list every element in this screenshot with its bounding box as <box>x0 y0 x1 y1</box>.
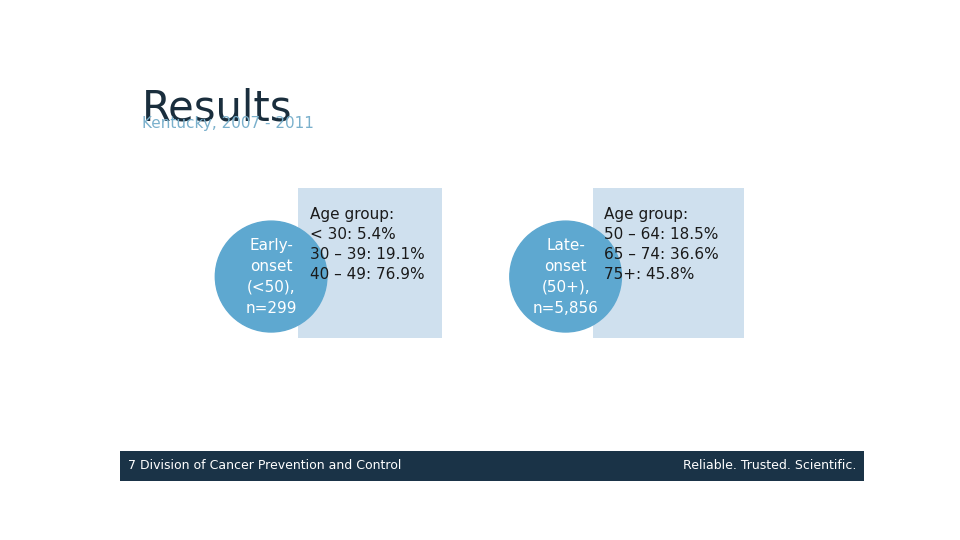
Text: Age group:: Age group: <box>310 207 394 222</box>
Text: 40 – 49: 76.9%: 40 – 49: 76.9% <box>310 267 424 282</box>
Circle shape <box>510 221 621 332</box>
Text: 50 – 64: 18.5%: 50 – 64: 18.5% <box>605 227 719 242</box>
Text: 65 – 74: 36.6%: 65 – 74: 36.6% <box>605 247 719 262</box>
Text: 30 – 39: 19.1%: 30 – 39: 19.1% <box>310 247 424 262</box>
Text: Late-
onset
(50+),
n=5,856: Late- onset (50+), n=5,856 <box>533 238 599 315</box>
Text: Early-
onset
(<50),
n=299: Early- onset (<50), n=299 <box>246 238 297 315</box>
Text: Age group:: Age group: <box>605 207 688 222</box>
Text: 75+: 45.8%: 75+: 45.8% <box>605 267 695 282</box>
Text: < 30: 5.4%: < 30: 5.4% <box>310 227 396 242</box>
FancyBboxPatch shape <box>120 451 864 481</box>
Text: Reliable. Trusted. Scientific.: Reliable. Trusted. Scientific. <box>683 460 856 472</box>
Circle shape <box>215 221 327 332</box>
Text: 7: 7 <box>128 460 135 472</box>
Text: Results: Results <box>142 88 292 130</box>
Text: Division of Cancer Prevention and Control: Division of Cancer Prevention and Contro… <box>140 460 401 472</box>
FancyBboxPatch shape <box>592 188 744 338</box>
Text: Kentucky, 2007 - 2011: Kentucky, 2007 - 2011 <box>142 117 314 131</box>
FancyBboxPatch shape <box>299 188 442 338</box>
